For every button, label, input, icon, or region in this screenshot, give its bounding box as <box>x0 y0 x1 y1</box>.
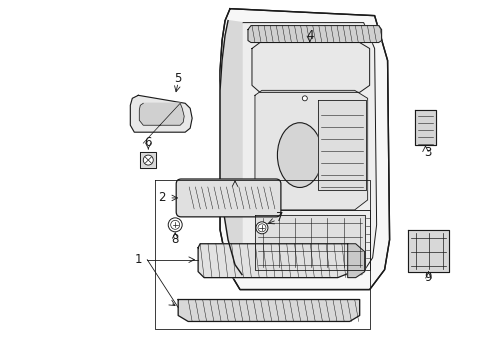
Text: 4: 4 <box>305 29 313 42</box>
Polygon shape <box>235 23 376 275</box>
Polygon shape <box>140 152 156 168</box>
FancyBboxPatch shape <box>176 179 280 217</box>
Circle shape <box>255 222 267 234</box>
Text: 2: 2 <box>158 192 165 204</box>
Text: 7: 7 <box>276 211 283 224</box>
Polygon shape <box>407 230 448 272</box>
Polygon shape <box>198 244 355 278</box>
Circle shape <box>170 220 179 229</box>
Circle shape <box>168 218 182 232</box>
Text: 3: 3 <box>423 145 430 159</box>
Polygon shape <box>220 21 242 275</box>
Polygon shape <box>139 103 184 125</box>
Polygon shape <box>130 95 192 132</box>
Polygon shape <box>347 244 364 278</box>
Polygon shape <box>414 110 436 145</box>
Circle shape <box>143 155 153 165</box>
Text: 9: 9 <box>424 271 431 284</box>
Text: 6: 6 <box>144 136 152 149</box>
Text: 1: 1 <box>134 253 142 266</box>
Polygon shape <box>178 300 359 321</box>
Text: 8: 8 <box>171 233 179 246</box>
Polygon shape <box>247 26 381 42</box>
Circle shape <box>302 96 306 101</box>
Polygon shape <box>254 215 364 270</box>
Polygon shape <box>220 9 389 289</box>
Text: 5: 5 <box>174 72 182 85</box>
Ellipse shape <box>277 123 322 188</box>
Circle shape <box>258 224 265 232</box>
Polygon shape <box>317 100 365 190</box>
Polygon shape <box>254 90 367 210</box>
Polygon shape <box>251 42 369 92</box>
